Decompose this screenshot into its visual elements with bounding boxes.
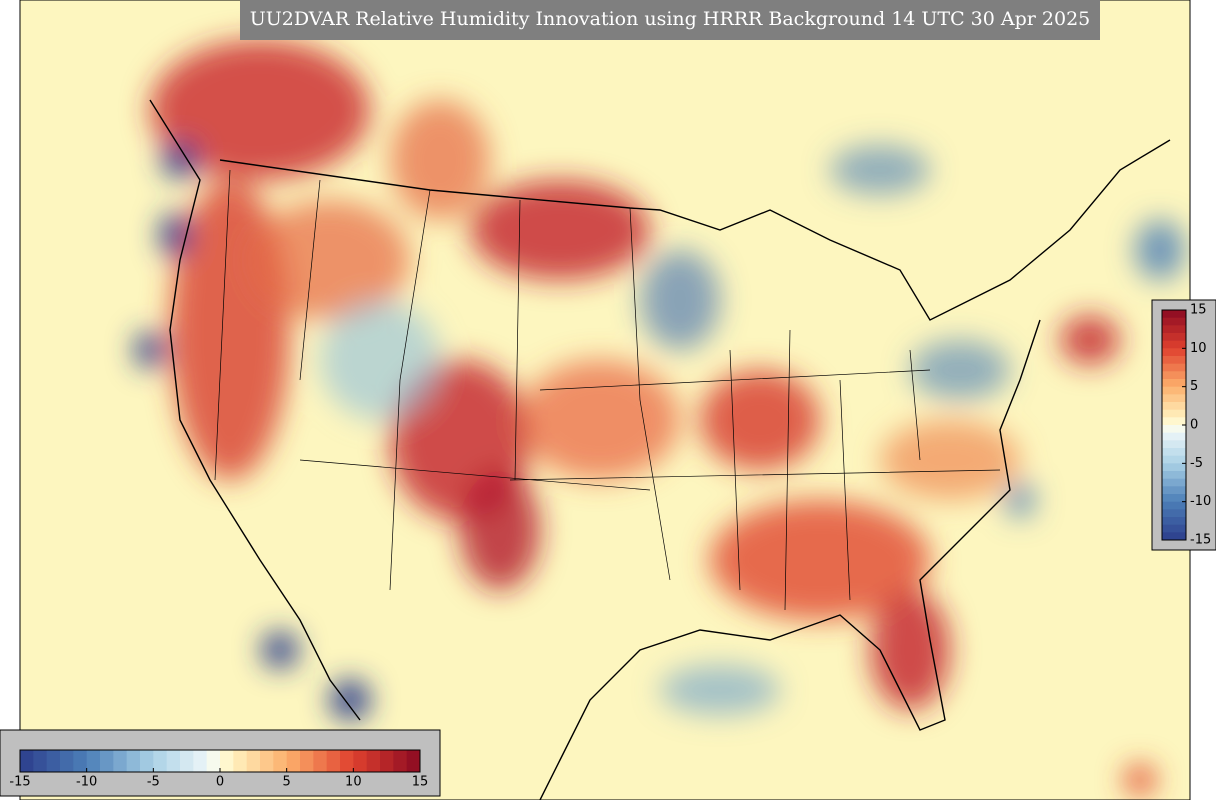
tick-label: 5 (1190, 379, 1198, 394)
colorbar-segment (393, 750, 408, 772)
colorbar-segment (246, 750, 261, 772)
horizontal-colorbar: -15 -10 -5 0 5 10 15 (9, 749, 429, 790)
colorbar-segment (406, 750, 421, 772)
colorbar-segment (220, 750, 234, 772)
colorbar-segment (380, 750, 394, 772)
tick-label: 0 (1190, 418, 1198, 433)
colorbar-segment (273, 750, 288, 772)
colorbar-segment (1162, 409, 1186, 418)
colorbar-segment (1162, 325, 1186, 334)
state-borders (214, 169, 1001, 611)
tick-label: -15 (9, 775, 30, 790)
colorbar-segment (1162, 371, 1186, 380)
tick-label: -5 (147, 775, 160, 790)
tick-label: -5 (1190, 456, 1203, 471)
colorbar-segment (1162, 379, 1186, 388)
colorbar-segment (353, 750, 368, 772)
colorbar-segment (86, 750, 101, 772)
colorbar-segment (313, 750, 328, 772)
colorbar-segment (366, 750, 381, 772)
colorbar-segment (326, 750, 341, 772)
colorbar-segment (1162, 348, 1186, 357)
colorbar-segment (1162, 494, 1186, 503)
colorbar-segment (126, 750, 141, 772)
colorbar-segment (1162, 310, 1186, 319)
colorbar-segment (233, 750, 248, 772)
colorbar-segment (1162, 463, 1186, 472)
colorbar-segment (1162, 471, 1186, 480)
title: UU2DVAR Relative Humidity Innovation usi… (250, 8, 1091, 30)
colorbar-segment (206, 750, 221, 772)
colorbar-segment (1162, 356, 1186, 365)
colorbar-segment (33, 750, 48, 772)
colorbar-segment (1162, 501, 1186, 510)
tick-label: 15 (1190, 303, 1207, 318)
colorbar-segment (20, 750, 34, 772)
colorbar-segment (166, 750, 181, 772)
colorbar-segment (1162, 432, 1186, 441)
colorbar-segment (153, 750, 168, 772)
colorbar-segment (1162, 317, 1186, 326)
title-box (240, 0, 1100, 40)
colorbar-segment (340, 750, 354, 772)
colorbar-segment (140, 750, 154, 772)
colorbar-segment (1162, 402, 1186, 411)
tick-label: -10 (1190, 494, 1211, 509)
colorbar-segment (113, 750, 128, 772)
colorbar-segment (1162, 524, 1186, 533)
colorbar-segment (1162, 363, 1186, 372)
colorbar-segment (1162, 478, 1186, 487)
colorbar-segment (193, 750, 208, 772)
colorbar-segment (1162, 532, 1186, 541)
colorbar-segment (46, 750, 61, 772)
colorbar-segment (286, 750, 301, 772)
tick-label: 10 (345, 775, 362, 790)
colorbar-segment (1162, 425, 1186, 434)
tick-label: 5 (283, 775, 291, 790)
colorbar-segment (1162, 333, 1186, 342)
colorbar-segment (1162, 386, 1186, 395)
map (20, 0, 1190, 800)
colorbar-segment (1162, 440, 1186, 449)
colorbar-segment (180, 750, 194, 772)
tick-label: -15 (1190, 533, 1211, 548)
colorbar-segment (1162, 486, 1186, 495)
colorbar-segment (73, 750, 88, 772)
vertical-colorbar: 15 10 5 0 -5 -10 -15 (1161, 303, 1211, 548)
tick-label: 0 (216, 775, 224, 790)
colorbar-segment (100, 750, 114, 772)
colorbar-segment (1162, 509, 1186, 518)
colorbar-segment (1162, 455, 1186, 464)
tick-label: 10 (1190, 341, 1207, 356)
tick-label: 15 (412, 775, 429, 790)
humidity-field (135, 40, 1185, 795)
colorbar-segment (300, 750, 314, 772)
colorbar-segment (1162, 394, 1186, 403)
tick-label: -10 (76, 775, 97, 790)
colorbar-segment (1162, 340, 1186, 349)
colorbar-segment (1162, 517, 1186, 526)
colorbar-segment (1162, 448, 1186, 457)
colorbar-segment (60, 750, 74, 772)
colorbar-segment (260, 750, 274, 772)
colorbar-segment (1162, 417, 1186, 426)
